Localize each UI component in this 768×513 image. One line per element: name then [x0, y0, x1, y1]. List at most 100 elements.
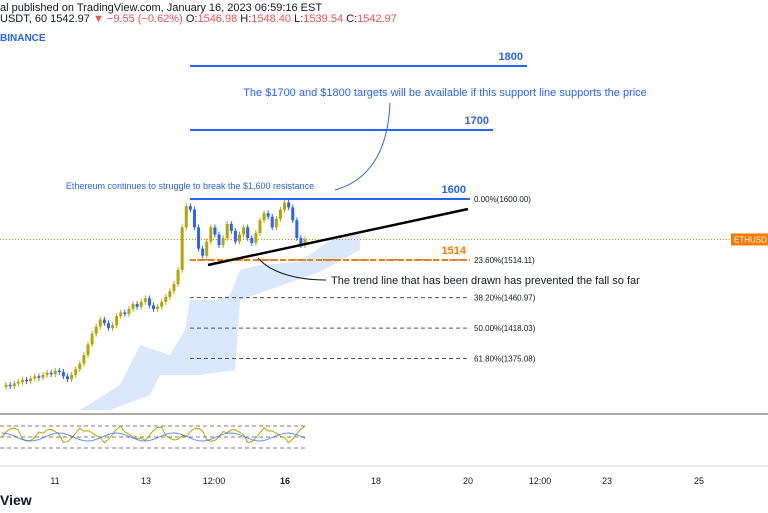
x-tick-label: 18: [371, 476, 381, 486]
candle-body: [131, 303, 135, 309]
x-tick-label: 16: [280, 476, 290, 486]
level-label-1700: 1700: [465, 115, 489, 127]
x-tick-label: 11: [50, 476, 59, 486]
candle-body: [160, 301, 164, 307]
candle-body: [53, 370, 57, 375]
candle-body: [41, 374, 45, 378]
trendline-note: The trend line that has been drawn has p…: [331, 275, 640, 287]
oscillator-pane: [0, 413, 768, 467]
candle-body: [33, 376, 37, 379]
candle-body: [98, 319, 102, 327]
candle-body: [217, 234, 221, 246]
candle-body: [70, 374, 74, 380]
candle-body: [254, 233, 258, 243]
x-tick-label: 12:00: [529, 476, 552, 486]
fib-label: 50.00%(1418.03): [474, 324, 536, 333]
candle-body: [233, 230, 237, 242]
candle-body: [237, 234, 241, 242]
x-tick-label: 13: [141, 476, 151, 486]
candle-body: [94, 326, 98, 334]
symbol-name: USDT, 60: [0, 13, 48, 25]
candle-body: [192, 209, 196, 228]
author-name[interactable]: al: [0, 2, 9, 14]
open-label: O:: [185, 13, 198, 25]
candle-body: [20, 379, 24, 382]
candle-body: [172, 284, 176, 292]
price-tag-bg: [731, 233, 768, 246]
annotations: The $1700 and $1800 targets will be avai…: [66, 87, 647, 287]
candle-body: [66, 376, 70, 380]
cloud-shape: [80, 232, 360, 410]
candle-body: [299, 238, 303, 246]
candle-body: [262, 213, 266, 221]
candle-body: [205, 241, 209, 256]
candle-body: [74, 369, 78, 375]
candle-body: [188, 206, 192, 210]
published-text: published on TradingView.com, January 16…: [11, 2, 323, 14]
candle-body: [246, 227, 250, 239]
close-value: 1542.97: [357, 13, 397, 25]
candle-body: [278, 209, 282, 219]
candle-body: [197, 227, 201, 249]
price-tag-label: ETHUSD: [734, 235, 767, 244]
candle-body: [135, 303, 139, 307]
candle-body: [119, 312, 123, 317]
candle-body: [266, 213, 270, 217]
trendline-connector: [257, 257, 327, 281]
close-label: C:: [346, 13, 358, 25]
candle-body: [90, 333, 94, 345]
fib-label: 23.60%(1514.11): [474, 256, 535, 265]
last-price: 1542.97: [50, 13, 90, 25]
oscillator-signal-line: [1, 432, 306, 442]
tradingview-watermark: View: [0, 492, 32, 508]
candle-body: [25, 379, 29, 382]
candle-body: [61, 372, 65, 377]
targets-note: The $1700 and $1800 targets will be avai…: [243, 87, 647, 99]
oscillator-line: [1, 425, 306, 444]
candle-body: [152, 305, 155, 309]
fib-label: 38.20%(1460.97): [474, 294, 536, 303]
trend-line: [207, 207, 469, 267]
trend-line-group[interactable]: [207, 207, 469, 267]
candle-body: [139, 301, 143, 307]
candle-body: [168, 291, 172, 297]
price-change: −9.55 (−0.62%): [106, 13, 183, 25]
price-tag: ETHUSD: [731, 233, 768, 246]
candle-body: [250, 238, 254, 243]
resistance-note: Ethereum continues to struggle to break …: [66, 181, 314, 191]
candles: [4, 199, 307, 390]
level-label-1600: 1600: [442, 184, 466, 196]
candle-body: [123, 312, 127, 314]
candle-body: [209, 227, 213, 242]
candle-body: [127, 308, 131, 314]
candle-body: [270, 216, 274, 228]
candle-body: [287, 202, 291, 208]
candle-body: [16, 382, 20, 384]
candle-body: [221, 238, 225, 246]
candle-body: [143, 298, 147, 302]
candle-body: [229, 223, 233, 231]
fib-label: 0.00%(1600.00): [474, 195, 531, 204]
candle-body: [4, 384, 8, 387]
fib-label: 61.80%(1375.08): [474, 355, 536, 364]
candle-body: [82, 355, 86, 364]
candle-body: [303, 239, 307, 246]
exchange-label: BINANCE: [0, 33, 46, 44]
candle-body: [78, 363, 82, 370]
candle-body: [242, 227, 246, 235]
candle-body: [57, 370, 61, 373]
candle-body: [258, 220, 262, 234]
price-levels: 1800 1700 1600 1514: [0, 51, 730, 261]
candle-body: [86, 344, 90, 356]
x-tick-label: 23: [602, 476, 612, 486]
open-value: 1546.98: [197, 13, 238, 25]
targets-connector: [334, 102, 391, 191]
candle-body: [164, 296, 168, 302]
candle-body: [8, 384, 12, 387]
high-label: H:: [240, 13, 252, 25]
candle-body: [156, 306, 160, 309]
x-tick-label: 25: [694, 476, 704, 486]
candle-body: [180, 227, 184, 270]
candle-body: [49, 372, 53, 375]
